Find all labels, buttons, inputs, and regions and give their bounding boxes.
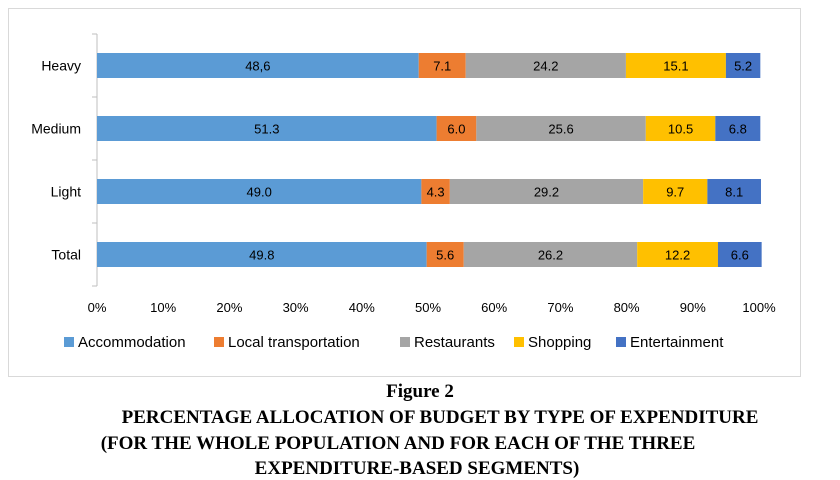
bar-segment xyxy=(97,116,437,141)
bar-segment xyxy=(645,116,716,141)
x-tick-label: 70% xyxy=(547,300,573,315)
x-tick-label: 40% xyxy=(349,300,375,315)
category-label: Total xyxy=(51,247,81,263)
legend-swatch xyxy=(400,337,410,347)
legend-label: Accommodation xyxy=(78,334,186,351)
legend-swatch xyxy=(514,337,524,347)
legend-label: Local transportation xyxy=(228,334,360,351)
bar-segment xyxy=(97,242,427,267)
data-label: 9.7 xyxy=(666,185,684,200)
data-label: 6.0 xyxy=(447,122,465,137)
x-tick-label: 90% xyxy=(680,300,706,315)
data-label: 5.2 xyxy=(734,59,752,74)
data-label: 29.2 xyxy=(534,185,559,200)
legend-label: Entertainment xyxy=(630,334,724,351)
data-label: 8.1 xyxy=(725,185,743,200)
x-tick-label: 0% xyxy=(88,300,107,315)
data-label: 12.2 xyxy=(665,248,690,263)
bar-segment xyxy=(465,53,626,78)
data-label: 49.0 xyxy=(247,185,272,200)
x-tick-label: 50% xyxy=(415,300,441,315)
bar-segment xyxy=(97,53,419,78)
data-label: 6.6 xyxy=(731,248,749,263)
x-tick-label: 60% xyxy=(481,300,507,315)
data-label: 24.2 xyxy=(533,59,558,74)
bar-segment xyxy=(449,179,644,204)
figure-title-line-2: (FOR THE WHOLE POPULATION AND FOR EACH O… xyxy=(100,433,696,454)
data-label: 49.8 xyxy=(249,248,274,263)
data-label: 5.6 xyxy=(436,248,454,263)
x-tick-label: 30% xyxy=(283,300,309,315)
data-label: 26.2 xyxy=(538,248,563,263)
bar-segment xyxy=(436,116,477,141)
legend-swatch xyxy=(616,337,626,347)
bar-segment xyxy=(717,242,762,267)
data-label: 15.1 xyxy=(663,59,688,74)
figure-title-line-1: PERCENTAGE ALLOCATION OF BUDGET BY TYPE … xyxy=(121,407,759,428)
data-label: 48,6 xyxy=(245,59,270,74)
figure-number: Figure 2 xyxy=(386,381,454,402)
bar-segment xyxy=(725,53,761,78)
data-label: 25.6 xyxy=(548,122,573,137)
legend-label: Restaurants xyxy=(414,334,495,351)
figure-title-line-3: EXPENDITURE-BASED SEGMENTS) xyxy=(254,458,580,479)
bar-segment xyxy=(463,242,638,267)
legend-swatch xyxy=(64,337,74,347)
x-tick-label: 100% xyxy=(742,300,776,315)
x-tick-label: 10% xyxy=(150,300,176,315)
bar-segment xyxy=(707,179,761,204)
x-tick-label: 20% xyxy=(216,300,242,315)
bar-segment xyxy=(97,179,422,204)
bar-segment xyxy=(637,242,718,267)
legend-label: Shopping xyxy=(528,334,591,351)
stacked-bar-chart: Heavy 48,6 7.1 24.2 15.1 5.2 Medium 51.3 6.0 25.6… xyxy=(31,33,776,351)
data-label: 7.1 xyxy=(433,59,451,74)
bar-segment xyxy=(625,53,726,78)
data-label: 6.8 xyxy=(729,122,747,137)
category-label: Heavy xyxy=(41,58,81,74)
bar-segment xyxy=(476,116,646,141)
x-tick-label: 80% xyxy=(614,300,640,315)
bar-segment xyxy=(421,179,450,204)
bar-segment xyxy=(418,53,466,78)
data-label: 51.3 xyxy=(254,122,279,137)
legend-swatch xyxy=(214,337,224,347)
bar-segment xyxy=(426,242,464,267)
data-label: 4.3 xyxy=(427,185,445,200)
bar-segment xyxy=(643,179,708,204)
data-label: 10.5 xyxy=(668,122,693,137)
category-label: Medium xyxy=(31,121,81,137)
bar-segment xyxy=(715,116,761,141)
category-label: Light xyxy=(51,184,81,200)
